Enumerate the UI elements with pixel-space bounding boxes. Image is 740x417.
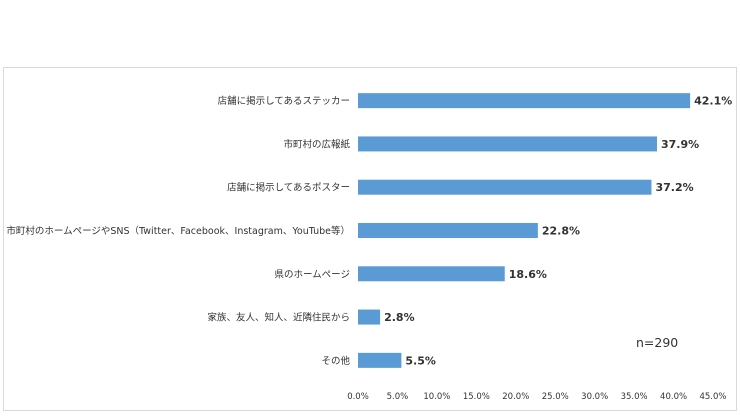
bar xyxy=(358,93,691,109)
data-label: 37.2% xyxy=(655,181,693,194)
x-tick-label: 35.0% xyxy=(621,392,648,402)
data-label: 22.8% xyxy=(542,225,580,238)
category-label: 店舗に掲示してあるステッカー xyxy=(218,95,350,107)
data-label: 42.1% xyxy=(694,95,732,108)
category-label: 市町村の広報紙 xyxy=(283,138,350,150)
bar xyxy=(358,179,652,195)
x-tick-label: 45.0% xyxy=(699,392,726,402)
bar xyxy=(358,223,538,238)
data-label: 2.8% xyxy=(384,311,415,324)
x-tick-label: 20.0% xyxy=(502,392,529,402)
sample-size-note: n=290 xyxy=(636,335,678,350)
category-label: 家族、友人、知人、近隣住民から xyxy=(207,312,350,324)
x-tick-label: 10.0% xyxy=(423,392,450,402)
x-tick-label: 25.0% xyxy=(542,392,569,402)
x-tick-label: 40.0% xyxy=(660,392,687,402)
value-labels: 42.1% 37.9% 37.2% 22.8% 18.6% 2.8% 5.5% xyxy=(384,95,732,368)
category-label: その他 xyxy=(321,355,350,367)
category-label: 市町村のホームページやSNS（Twitter、Facebook、Instagra… xyxy=(6,225,350,237)
category-labels: 店舗に掲示してあるステッカー市町村の広報紙店舗に掲示してあるポスター市町村のホー… xyxy=(6,95,350,367)
x-tick-label: 5.0% xyxy=(387,392,409,402)
x-tick-label: 0.0% xyxy=(347,392,369,402)
bar xyxy=(358,309,381,325)
bar xyxy=(358,266,505,282)
category-label: 店舗に掲示してあるポスター xyxy=(227,182,350,194)
data-label: 18.6% xyxy=(509,268,547,281)
bars xyxy=(358,93,691,368)
bar xyxy=(358,136,657,152)
x-axis-ticks: 0.0% 5.0% 10.0% 15.0% 20.0% 25.0% 30.0% 35.0% 40… xyxy=(347,392,726,402)
category-label: 県のホームページ xyxy=(274,269,350,280)
x-tick-label: 30.0% xyxy=(581,392,608,402)
data-label: 37.9% xyxy=(661,138,699,151)
bar xyxy=(358,352,402,368)
x-tick-label: 15.0% xyxy=(463,392,490,402)
data-label: 5.5% xyxy=(405,354,436,367)
